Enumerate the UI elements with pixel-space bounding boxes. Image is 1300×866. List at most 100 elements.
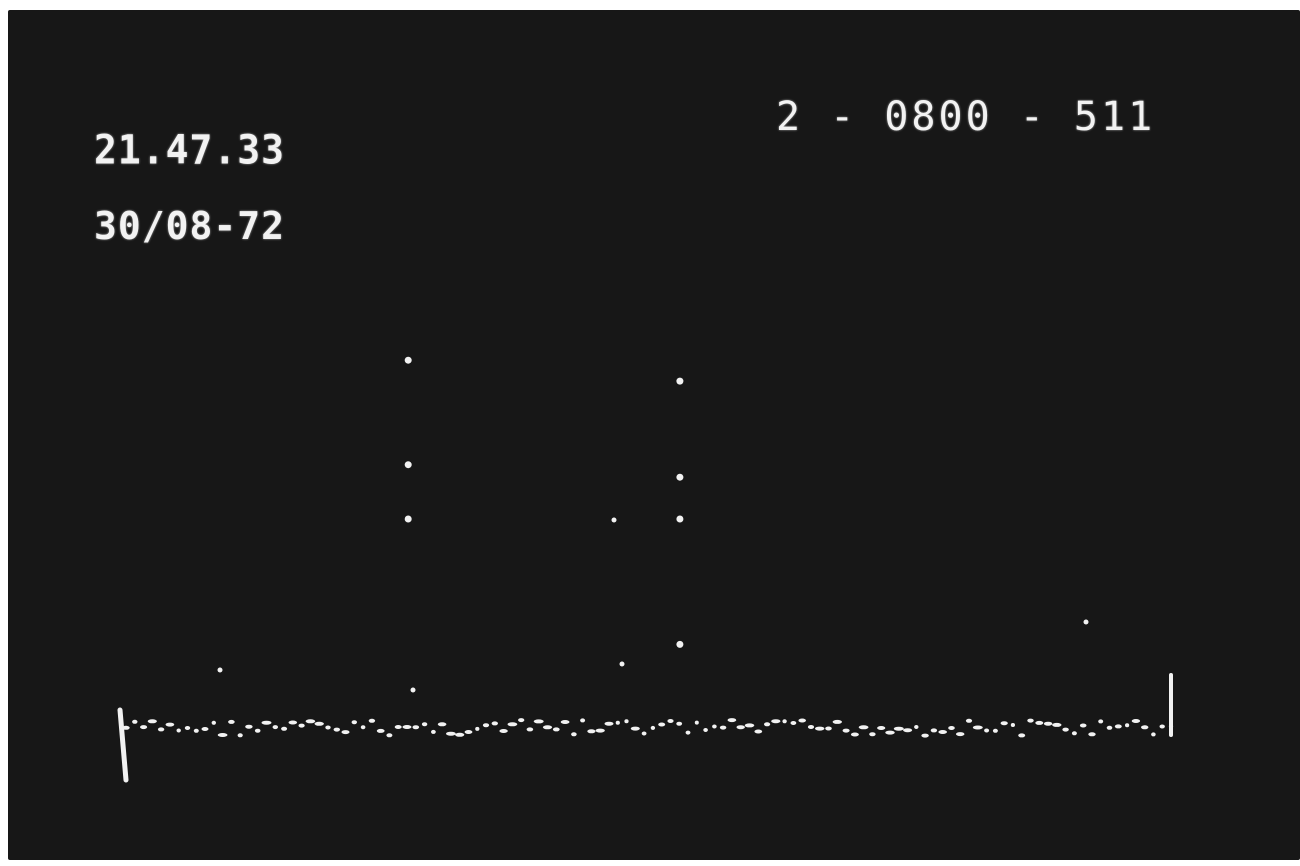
baseline-dot bbox=[790, 721, 797, 725]
baseline-dot bbox=[658, 722, 666, 727]
baseline-dot bbox=[351, 720, 357, 725]
baseline-dot bbox=[437, 722, 447, 727]
baseline-dot bbox=[217, 733, 228, 737]
peak-dot bbox=[404, 515, 412, 523]
baseline-dot bbox=[499, 729, 508, 733]
baseline-dot bbox=[703, 728, 708, 732]
baseline-dot bbox=[464, 730, 473, 734]
baseline-dot bbox=[140, 725, 148, 730]
baseline-dot bbox=[727, 718, 737, 723]
baseline-dot bbox=[630, 726, 640, 731]
baseline-dot bbox=[694, 720, 699, 725]
baseline-dot bbox=[1027, 718, 1034, 723]
baseline-dot bbox=[858, 725, 869, 730]
baseline-dot bbox=[237, 733, 243, 738]
baseline-dot bbox=[360, 725, 366, 730]
baseline-dot bbox=[157, 727, 165, 732]
baseline-dot bbox=[1062, 727, 1069, 732]
baseline-dot bbox=[1035, 720, 1044, 725]
baseline-dot bbox=[386, 733, 393, 738]
baseline-dot bbox=[482, 723, 490, 728]
baseline-dot bbox=[615, 720, 620, 725]
identifier-readout: 2 - 0800 - 511 bbox=[776, 94, 1156, 140]
baseline-dot bbox=[1141, 725, 1149, 730]
baseline-dot bbox=[261, 720, 272, 725]
baseline-dot bbox=[930, 728, 938, 733]
baseline-dot bbox=[832, 719, 842, 724]
baseline-dot bbox=[798, 718, 806, 723]
baseline-dot bbox=[667, 719, 674, 723]
baseline-dot bbox=[580, 718, 586, 723]
baseline-dot bbox=[842, 728, 850, 733]
peak-dot bbox=[404, 461, 412, 469]
baseline-dot bbox=[1071, 731, 1077, 736]
stray-dot bbox=[410, 687, 416, 693]
baseline-dot bbox=[782, 719, 787, 724]
baseline-dot bbox=[507, 722, 518, 727]
baseline-dot bbox=[1098, 719, 1104, 724]
peak-dot bbox=[676, 377, 684, 385]
stray-dot bbox=[611, 517, 617, 523]
baseline-dot bbox=[376, 728, 385, 733]
peak-dot bbox=[676, 515, 684, 523]
baseline-dot bbox=[288, 720, 298, 725]
date-readout: 30/08-72 bbox=[94, 204, 286, 248]
baseline-dot bbox=[526, 727, 534, 732]
baseline-dot bbox=[877, 726, 886, 730]
baseline-dot bbox=[807, 725, 815, 729]
baseline-dot bbox=[193, 728, 199, 733]
baseline-dot bbox=[254, 728, 261, 733]
baseline-dot bbox=[1106, 725, 1113, 730]
peak-dot bbox=[404, 356, 412, 364]
baseline-dot bbox=[948, 726, 955, 730]
baseline-dot bbox=[956, 732, 965, 737]
baseline-dot bbox=[1131, 719, 1141, 723]
baseline-dot bbox=[272, 725, 278, 730]
peak-dot bbox=[676, 640, 684, 648]
baseline-dot bbox=[1088, 732, 1096, 737]
spectrum-trace bbox=[117, 356, 1174, 783]
baseline-dot bbox=[571, 732, 577, 737]
baseline-dot bbox=[624, 719, 629, 724]
baseline-dot bbox=[754, 729, 763, 734]
baseline-dot bbox=[305, 719, 316, 724]
baseline-dot bbox=[228, 719, 235, 724]
baseline-dot bbox=[245, 724, 253, 729]
baseline-dot bbox=[122, 725, 130, 730]
baseline-dot bbox=[421, 722, 428, 727]
baseline-dot bbox=[446, 731, 456, 736]
baseline-dot bbox=[314, 721, 324, 726]
baseline-dot bbox=[604, 721, 614, 726]
baseline-dot bbox=[542, 725, 553, 730]
baseline-dot bbox=[850, 732, 859, 737]
oscilloscope-screen: 21.47.33 30/08-72 2 - 0800 - 511 bbox=[8, 10, 1300, 860]
baseline-dot bbox=[455, 732, 465, 737]
baseline-dot bbox=[431, 729, 436, 734]
baseline-dot bbox=[1000, 721, 1008, 726]
stray-dot bbox=[217, 667, 223, 673]
baseline-dot bbox=[771, 719, 781, 724]
stray-dot bbox=[1083, 619, 1089, 625]
baseline-dot bbox=[211, 720, 216, 725]
baseline-dot bbox=[595, 728, 605, 733]
baseline-dot bbox=[1018, 733, 1026, 738]
time-readout: 21.47.33 bbox=[94, 126, 286, 174]
baseline-dot bbox=[475, 726, 480, 731]
baseline-dot bbox=[1079, 723, 1087, 728]
baseline-dot bbox=[965, 718, 973, 723]
baseline-dot bbox=[587, 729, 596, 734]
baseline-dot bbox=[491, 721, 498, 726]
baseline-dot bbox=[744, 723, 755, 728]
baseline-dot bbox=[412, 725, 420, 730]
baseline-dot bbox=[984, 728, 990, 733]
baseline-dot bbox=[815, 726, 825, 731]
baseline-dot bbox=[903, 728, 913, 733]
baseline-dot bbox=[552, 727, 560, 732]
baseline-dot bbox=[368, 718, 376, 723]
baseline-trace bbox=[122, 718, 1174, 738]
baseline-dot bbox=[641, 731, 647, 736]
baseline-dot bbox=[719, 725, 727, 730]
stray-dot bbox=[619, 661, 625, 667]
peak-dots bbox=[217, 356, 1089, 693]
baseline-dot bbox=[1151, 732, 1156, 737]
